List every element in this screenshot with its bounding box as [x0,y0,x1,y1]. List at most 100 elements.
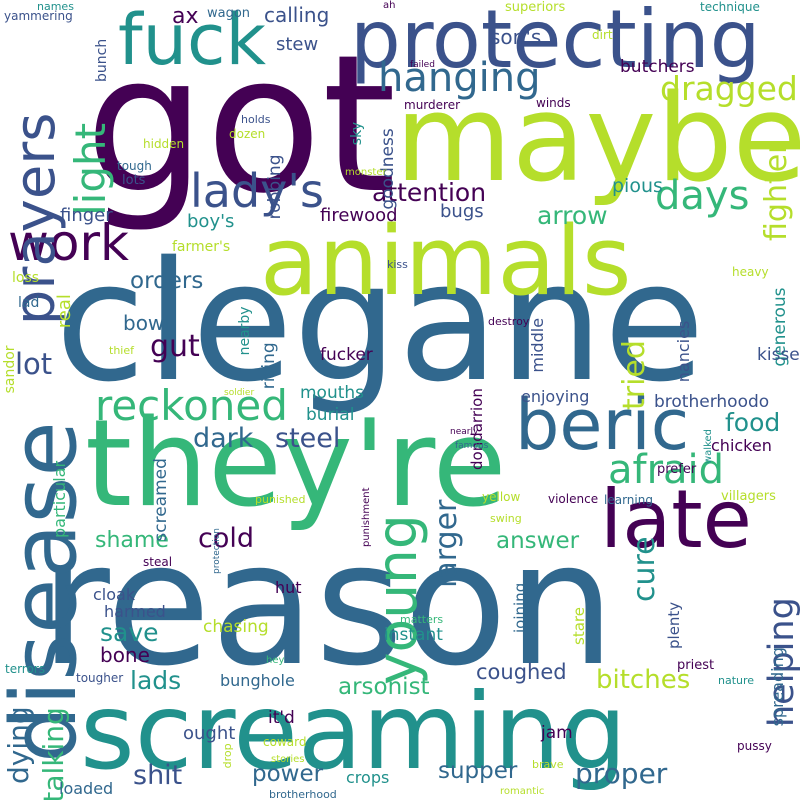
word-15: hanging [378,55,541,101]
word-0: got [85,14,397,235]
word-53: firewood [320,205,398,226]
word-122: priest [677,658,715,673]
word-20: light [66,122,115,216]
word-85: thief [109,344,134,357]
word-41: supper [438,758,518,784]
word-107: walked [703,428,714,464]
word-142: crops [346,768,390,787]
word-138: drop [221,743,234,769]
word-104: soldier [224,388,255,398]
word-108: prefer [657,462,697,477]
word-86: nearby [237,306,253,356]
word-3: screaming [80,671,627,793]
word-109: villagers [721,489,776,504]
word-39: lads [130,666,182,695]
word-32: cure [627,536,662,602]
word-135: ought [183,723,236,744]
word-21: dragged [660,69,798,108]
word-69: murderer [404,98,461,112]
word-112: learning [604,493,653,507]
word-87: rising [259,342,279,390]
word-61: wagon [207,6,251,21]
word-62: names [37,0,74,13]
word-130: terrors [5,662,46,676]
word-60: stew [276,34,319,55]
word-27: orders [130,268,204,294]
word-131: hey [266,655,285,666]
word-103: particular [50,460,69,538]
word-29: food [725,408,781,437]
word-71: holds [241,113,271,126]
word-63: yammering [4,9,73,23]
word-46: coughed [476,660,567,684]
word-13: lady's [190,164,325,218]
word-127: harmed [104,602,166,621]
word-136: jam [541,723,573,743]
word-102: screamed [151,458,171,542]
word-37: cold [198,523,255,554]
word-66: technique [700,0,760,14]
word-97: heavy [732,265,769,279]
word-24: steel [275,423,341,454]
word-140: brave [532,758,564,771]
word-143: loaded [59,779,114,798]
word-128: cloak [93,585,136,604]
word-146: ah [383,0,396,11]
word-4: they're [85,395,507,534]
word-70: winds [536,96,571,110]
word-7: protecting [350,0,761,86]
word-88: mouths [300,383,365,403]
word-50: bowl [123,311,170,335]
word-79: monster [345,167,387,178]
word-11: late [600,473,752,566]
word-77: tough [117,159,152,173]
word-8: fuck [118,0,267,81]
word-26: lot [15,347,53,381]
word-59: calling [264,3,330,27]
word-106: famous [455,441,489,451]
word-84: real [54,294,75,329]
word-117: steal [143,555,173,569]
word-54: bugs [440,201,484,222]
word-124: chasing [203,617,269,637]
word-72: hidden [143,137,185,151]
word-99: enjoying [521,387,590,406]
word-95: kisser [757,345,800,365]
word-144: brotherhood [269,788,337,800]
word-126: instant [384,625,443,645]
word-34: tried [617,340,652,410]
word-57: son's [490,25,542,49]
word-33: larger [429,499,464,588]
word-18: afraid [608,447,725,493]
word-118: joining [511,582,529,633]
word-43: shit [133,760,183,791]
word-68: failed [410,60,435,70]
word-110: yellow [482,490,521,504]
word-10: beric [515,384,690,466]
word-129: hut [275,578,302,597]
word-55: pious [612,175,663,197]
word-28: arrow [537,201,608,230]
word-25: gut [150,329,200,364]
word-2: reason [40,506,616,704]
word-125: matters [400,613,444,626]
word-82: sandor [2,345,18,394]
word-16: reckoned [95,381,288,430]
word-1: clegane [55,226,706,418]
word-38: save [100,618,159,647]
word-64: bunch [94,38,110,82]
word-113: swing [490,512,522,525]
word-98: destroy [488,315,530,328]
word-56: butchers [620,57,695,77]
word-116: punished [255,493,306,506]
word-78: lots [122,173,146,188]
word-132: tougher [76,671,124,685]
word-45: bitches [596,665,691,695]
word-80: loss [12,270,40,286]
word-90: fucker [320,345,373,365]
word-137: coward [263,735,307,749]
word-35: answer [496,528,580,554]
word-105: nearly [450,427,479,437]
word-115: protection [212,528,222,574]
